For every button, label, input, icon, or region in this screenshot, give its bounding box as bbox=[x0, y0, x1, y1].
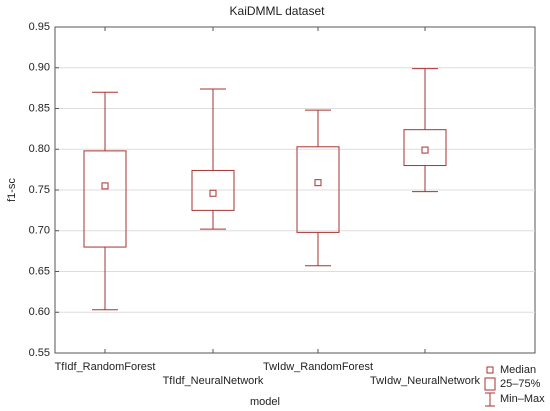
legend-median-icon bbox=[486, 366, 494, 374]
x-tick-label: TwIdw_NeuralNetwork bbox=[370, 375, 481, 387]
box bbox=[296, 146, 340, 233]
legend-label: Min–Max bbox=[500, 393, 545, 405]
legend-label: Median bbox=[500, 364, 536, 376]
box bbox=[191, 169, 235, 211]
median bbox=[421, 146, 429, 154]
y-tick-label: 0.60 bbox=[29, 306, 50, 318]
y-axis-label: f1-sc bbox=[6, 178, 18, 202]
y-tick-label: 0.80 bbox=[29, 143, 50, 155]
x-tick-label: TfIdf_NeuralNetwork bbox=[163, 375, 264, 387]
y-tick-label: 0.85 bbox=[29, 102, 50, 114]
median bbox=[101, 182, 109, 190]
chart-title: KaiDMML dataset bbox=[230, 4, 326, 18]
y-tick-label: 0.65 bbox=[29, 265, 50, 277]
box bbox=[403, 129, 447, 167]
y-tick-label: 0.75 bbox=[29, 184, 50, 196]
y-tick-label: 0.55 bbox=[29, 347, 50, 359]
y-tick-label: 0.90 bbox=[29, 62, 50, 74]
box bbox=[83, 150, 127, 248]
y-tick-label: 0.70 bbox=[29, 225, 50, 237]
legend-label: 25–75% bbox=[500, 378, 541, 390]
y-tick-label: 0.95 bbox=[29, 21, 50, 33]
median bbox=[209, 189, 217, 197]
x-axis-label: model bbox=[250, 396, 280, 408]
legend-box-icon bbox=[484, 377, 496, 391]
x-tick-label: TfIdf_RandomForest bbox=[55, 361, 156, 373]
x-tick-label: TwIdw_RandomForest bbox=[263, 361, 373, 373]
median bbox=[314, 179, 322, 187]
